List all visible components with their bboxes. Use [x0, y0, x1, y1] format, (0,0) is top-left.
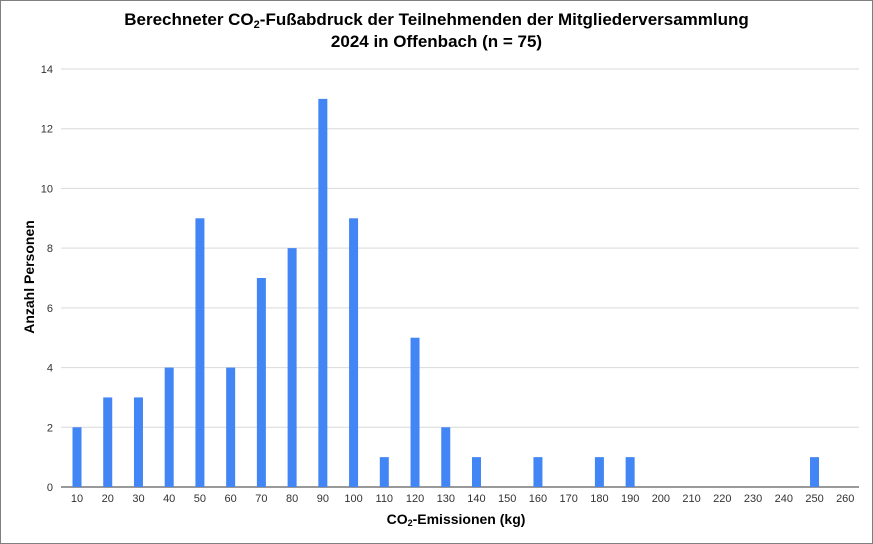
- y-tick-label: 0: [47, 482, 53, 494]
- x-tick-label: 50: [194, 493, 206, 505]
- y-axis-label: Anzahl Personen: [21, 220, 37, 334]
- bar: [72, 427, 82, 487]
- x-tick-label: 230: [744, 493, 762, 505]
- x-tick-label: 40: [163, 493, 175, 505]
- x-tick-label: 30: [132, 493, 144, 505]
- x-tick-label: 60: [225, 493, 237, 505]
- x-tick-label: 220: [713, 493, 731, 505]
- bar: [287, 248, 297, 487]
- y-tick-label: 8: [47, 243, 53, 255]
- bar: [133, 397, 143, 487]
- bar: [103, 397, 113, 487]
- y-tick-label: 6: [47, 303, 53, 315]
- x-tick-label: 10: [71, 493, 83, 505]
- x-tick-label: 240: [775, 493, 793, 505]
- bar: [318, 98, 328, 487]
- x-tick-label: 200: [652, 493, 670, 505]
- x-tick-label: 210: [682, 493, 700, 505]
- y-tick-label: 10: [41, 183, 53, 195]
- bar: [594, 457, 604, 487]
- bar: [410, 337, 420, 487]
- bar: [379, 457, 389, 487]
- x-tick-label: 110: [376, 493, 394, 505]
- x-tick-label: 90: [317, 493, 329, 505]
- chart-title: Berechneter CO2-Fußabdruck der Teilnehme…: [1, 9, 872, 53]
- chart-title-line1: Berechneter CO2-Fußabdruck der Teilnehme…: [124, 10, 749, 31]
- x-tick-label: 80: [286, 493, 298, 505]
- x-tick-label: 250: [805, 493, 823, 505]
- x-tick-label: 260: [836, 493, 854, 505]
- bar: [226, 367, 236, 487]
- y-tick-label: 12: [41, 124, 53, 136]
- x-tick-label: 70: [255, 493, 267, 505]
- x-tick-label: 180: [590, 493, 608, 505]
- x-tick-label: 120: [406, 493, 424, 505]
- bar: [349, 218, 359, 488]
- x-tick-label: 150: [498, 493, 516, 505]
- y-tick-label: 4: [47, 363, 53, 375]
- bar: [441, 427, 451, 487]
- x-tick-label: 140: [467, 493, 485, 505]
- bar: [810, 457, 820, 487]
- bar: [533, 457, 543, 487]
- x-tick-label: 190: [621, 493, 639, 505]
- y-tick-label: 2: [47, 422, 53, 434]
- y-tick-label: 14: [41, 64, 53, 76]
- x-tick-label: 130: [437, 493, 455, 505]
- x-tick-label: 100: [344, 493, 362, 505]
- chart-title-line2: 2024 in Offenbach (n = 75): [330, 32, 543, 51]
- x-tick-label: 170: [560, 493, 578, 505]
- bar: [471, 457, 481, 487]
- bar: [625, 457, 635, 487]
- bar: [195, 218, 205, 488]
- x-tick-label: 20: [102, 493, 114, 505]
- x-tick-label: 160: [529, 493, 547, 505]
- bar: [256, 278, 266, 487]
- bar: [164, 367, 174, 487]
- x-axis-label: CO2-Emissionen (kg): [386, 511, 526, 528]
